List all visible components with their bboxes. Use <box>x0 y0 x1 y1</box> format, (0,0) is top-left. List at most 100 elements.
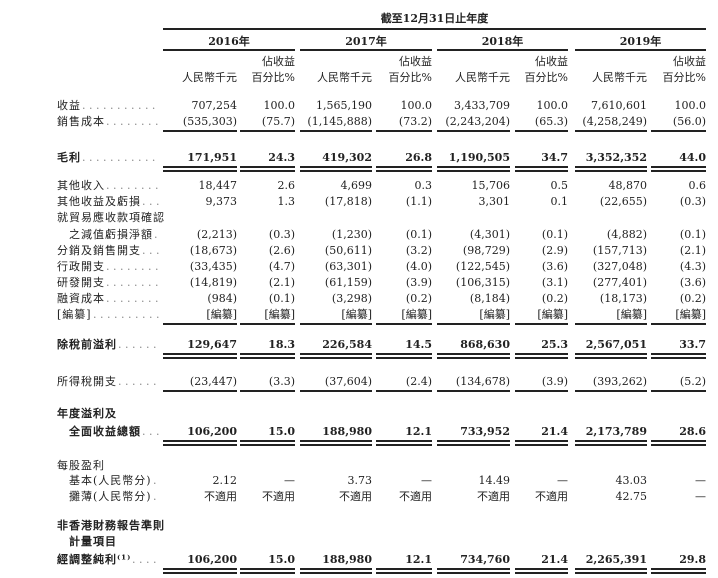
leader-dots: . . . . . . . . . . . . . . . . <box>142 195 159 208</box>
cell-value: 188,980 <box>322 553 372 566</box>
subtotal-rule <box>163 390 237 392</box>
cell-value: (535,303) <box>182 115 237 128</box>
leader-dots: . . . . . . . . . . . . . . . . <box>82 99 159 112</box>
total-rule-lower <box>575 444 647 446</box>
total-rule-lower <box>575 572 647 574</box>
total-rule-lower <box>651 572 706 574</box>
cell-value: 129,647 <box>187 338 237 351</box>
cell-value: (134,678) <box>455 375 510 388</box>
row-label: 基本(人民幣分) <box>69 474 152 487</box>
row-label: 其他收入 <box>57 179 105 192</box>
cell-value: 14.5 <box>405 338 432 351</box>
cell-value: 100.0 <box>263 99 296 112</box>
row-label: 之減值虧損淨額 <box>69 228 153 241</box>
cell-value: (98,729) <box>462 244 510 257</box>
total-rule-lower <box>651 170 706 172</box>
leader-dots: . . . . . . . . . . . . . . . . <box>106 260 159 273</box>
leader-dots: . . . . . . . . . . . . . . . . <box>106 179 159 192</box>
cell-value: (23,447) <box>189 375 237 388</box>
row-label: [編纂] <box>57 308 92 321</box>
cell-value: (3.9) <box>541 375 568 388</box>
row-label: 非香港財務報告準則 <box>57 519 165 532</box>
subtotal-rule <box>575 130 647 132</box>
row-label: 行政開支 <box>57 260 105 273</box>
cell-value: 不適用 <box>535 490 568 503</box>
pct-header-top: 佔收益 <box>262 55 295 68</box>
total-rule-upper <box>240 440 295 442</box>
cell-value: (0.1) <box>679 228 706 241</box>
amount-unit-header: 人民幣千元 <box>455 71 510 84</box>
cell-value: 43.03 <box>615 474 648 487</box>
cell-value: 9,373 <box>205 195 238 208</box>
cell-value: 188,980 <box>322 425 372 438</box>
cell-value: — <box>695 490 706 503</box>
row-label: 就貿易應收款項確認 <box>57 211 165 224</box>
row-label: 收益 <box>57 99 81 112</box>
total-rule-lower <box>376 444 432 446</box>
cell-value: (4,258,249) <box>582 115 647 128</box>
total-rule-upper <box>437 166 510 168</box>
period-heading: 截至12月31日止年度 <box>380 12 489 25</box>
subtotal-rule <box>651 130 706 132</box>
cell-value: 4,699 <box>340 179 373 192</box>
cell-value: (17,818) <box>324 195 372 208</box>
leader-dots: . . . . . . . . . . . . . . . . <box>154 228 159 241</box>
cell-value: (2.6) <box>268 244 295 257</box>
cell-value: 15.0 <box>268 425 295 438</box>
cell-value: 48,870 <box>608 179 648 192</box>
cell-value: (18,173) <box>599 292 647 305</box>
total-rule-lower <box>163 357 237 359</box>
row-label: 所得稅開支 <box>57 375 117 388</box>
row-label: 攤薄(人民幣分) <box>69 490 152 503</box>
cell-value: (33,435) <box>189 260 237 273</box>
pct-unit-header: 百分比% <box>251 71 295 84</box>
total-rule-lower <box>575 170 647 172</box>
cell-value: (2.9) <box>541 244 568 257</box>
cell-value: (1,145,888) <box>307 115 372 128</box>
cell-value: (4.7) <box>268 260 295 273</box>
total-rule-lower <box>515 357 568 359</box>
cell-value: (2.1) <box>679 244 706 257</box>
total-rule-upper <box>163 166 237 168</box>
total-rule-lower <box>437 444 510 446</box>
year-rule <box>300 49 432 51</box>
cell-value: 25.3 <box>541 338 568 351</box>
total-rule-lower <box>163 444 237 446</box>
cell-value: (1,230) <box>331 228 372 241</box>
subtotal-rule <box>651 390 706 392</box>
cell-value: (984) <box>207 292 237 305</box>
cell-value: 419,302 <box>322 151 372 164</box>
cell-value: 21.4 <box>541 553 568 566</box>
subtotal-rule <box>300 390 372 392</box>
cell-value: (4.3) <box>679 260 706 273</box>
leader-dots: . . . . . . . . . . . . . . . . <box>142 425 159 438</box>
total-rule-lower <box>437 357 510 359</box>
cell-value: (3.9) <box>405 276 432 289</box>
total-rule-lower <box>376 357 432 359</box>
subtotal-rule <box>515 130 568 132</box>
cell-value: (3.1) <box>541 276 568 289</box>
pct-unit-header: 百分比% <box>524 71 568 84</box>
subtotal-rule <box>240 390 295 392</box>
cell-value: (0.2) <box>679 292 706 305</box>
subtotal-rule <box>651 323 706 325</box>
row-label: 其他收益及虧損 <box>57 195 141 208</box>
leader-dots: . . . . . . . . . . . . . . . . <box>142 244 159 257</box>
total-rule-upper <box>300 440 372 442</box>
row-label: 計量項目 <box>69 535 117 548</box>
year-rule <box>437 49 568 51</box>
cell-value: 0.6 <box>688 179 707 192</box>
cell-value: 100.0 <box>400 99 433 112</box>
total-rule-upper <box>240 568 295 570</box>
total-rule-upper <box>651 440 706 442</box>
cell-value: (56.0) <box>672 115 706 128</box>
cell-value: 106,200 <box>187 553 237 566</box>
total-rule-lower <box>376 170 432 172</box>
total-rule-upper <box>376 440 432 442</box>
cell-value: (3.3) <box>268 375 295 388</box>
subtotal-rule <box>240 130 295 132</box>
cell-value: (3,298) <box>331 292 372 305</box>
row-label: 分銷及銷售開支 <box>57 244 141 257</box>
total-rule-lower <box>240 444 295 446</box>
row-label: 每股盈利 <box>57 459 105 472</box>
